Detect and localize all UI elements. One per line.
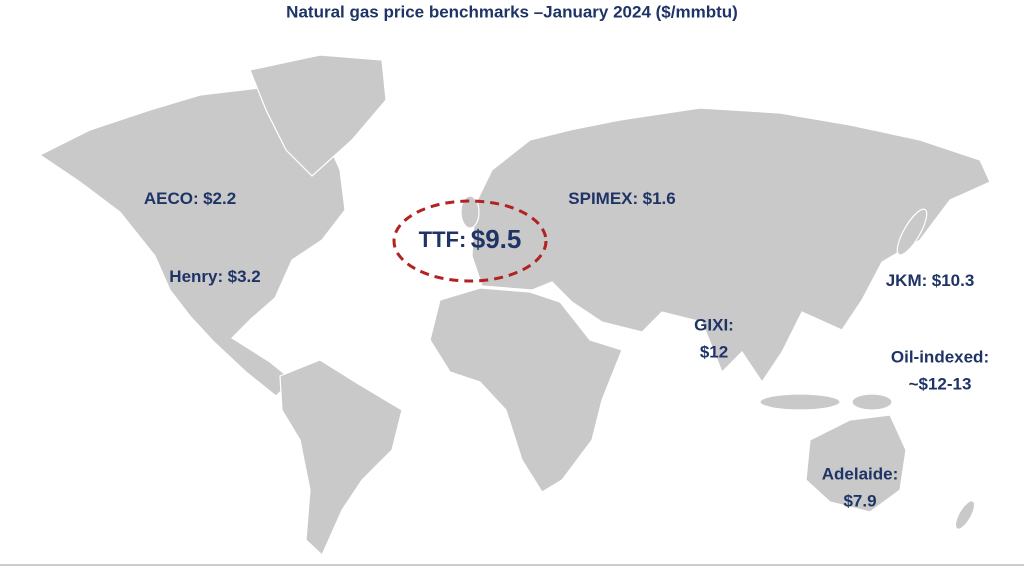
label: SPIMEX: $1.6	[568, 189, 675, 208]
label-price: $9.5	[471, 224, 522, 254]
label-price: $1.6	[643, 189, 676, 208]
south-america	[279, 359, 403, 557]
label-name: SPIMEX:	[568, 189, 638, 208]
label-name: Henry:	[169, 267, 223, 286]
label: TTF: $9.5	[419, 224, 522, 254]
label-name: Oil-indexed:	[891, 347, 989, 366]
label-name: AECO:	[144, 189, 199, 208]
africa	[429, 287, 623, 493]
label-price: $10.3	[932, 271, 975, 290]
indonesia	[759, 393, 841, 411]
new-guinea	[851, 393, 893, 411]
label-price: $12	[700, 342, 728, 361]
label-name: Adelaide:	[822, 464, 899, 483]
title: Natural gas price benchmarks –January 20…	[286, 2, 738, 21]
australia	[805, 414, 907, 513]
greenland	[249, 54, 387, 177]
label-price: ~$12-13	[909, 374, 972, 393]
label: AECO: $2.2	[144, 189, 236, 208]
new-zealand	[954, 500, 976, 530]
ttf-highlight	[392, 199, 548, 283]
label-price: $2.2	[203, 189, 236, 208]
label: JKM: $10.3	[886, 271, 975, 290]
label-name: GIXI:	[694, 315, 734, 334]
eurasia	[471, 107, 991, 384]
label-price: $7.9	[843, 491, 876, 510]
uk	[460, 195, 480, 229]
label-name: JKM:	[886, 271, 928, 290]
label-name: TTF:	[419, 227, 467, 252]
japan	[896, 208, 928, 256]
label-price: $3.2	[228, 267, 261, 286]
world-map	[38, 54, 991, 557]
label: Henry: $3.2	[169, 267, 260, 286]
